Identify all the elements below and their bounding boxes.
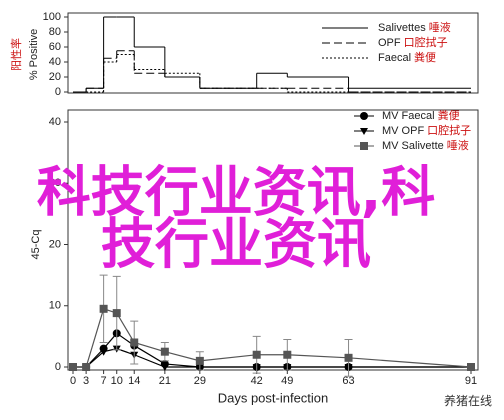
legend-label: MV Faecal bbox=[382, 110, 435, 122]
overlay-text: 科技行业资讯,科 bbox=[37, 161, 436, 224]
y-tick-label: 80 bbox=[49, 26, 61, 38]
legend-label: Salivettes bbox=[378, 22, 426, 34]
legend-label-cn: 口腔拭子 bbox=[427, 123, 471, 137]
y-tick-label: 20 bbox=[49, 238, 61, 250]
marker bbox=[360, 112, 368, 120]
legend-label: MV Salivette bbox=[382, 140, 444, 152]
y-tick-label: 0 bbox=[55, 361, 61, 373]
frame bbox=[67, 109, 479, 371]
legend-label-cn: 口腔拭子 bbox=[404, 35, 448, 49]
y-tick-label: 60 bbox=[49, 41, 61, 53]
x-tick-label: 0 bbox=[70, 375, 76, 387]
marker bbox=[344, 353, 353, 362]
legend-label-cn: 粪便 bbox=[438, 108, 460, 122]
y-axis-label-cn: 阳性率 bbox=[9, 38, 23, 71]
x-tick-label: 10 bbox=[111, 375, 123, 387]
legend-label: Faecal bbox=[378, 52, 411, 64]
marker bbox=[112, 309, 121, 318]
legend-label-cn: 唾液 bbox=[447, 138, 469, 152]
y-tick-label: 10 bbox=[49, 300, 61, 312]
x-tick-label: 91 bbox=[465, 375, 477, 387]
x-tick-label: 49 bbox=[281, 375, 293, 387]
y-tick-label: 30 bbox=[49, 177, 61, 189]
marker bbox=[360, 128, 368, 135]
legend-label: MV OPF bbox=[382, 125, 424, 137]
marker bbox=[283, 350, 292, 359]
y-tick-label: 20 bbox=[49, 71, 61, 83]
x-tick-label: 3 bbox=[83, 375, 89, 387]
x-axis-label: Days post-infection bbox=[218, 390, 329, 405]
x-tick-label: 63 bbox=[342, 375, 354, 387]
x-tick-label: 42 bbox=[251, 375, 263, 387]
y-tick-label: 40 bbox=[49, 56, 61, 68]
y-axis-label: 45-Cq bbox=[30, 230, 42, 260]
x-tick-label: 7 bbox=[101, 375, 107, 387]
marker bbox=[160, 347, 169, 356]
y-tick-label: 40 bbox=[49, 116, 61, 128]
marker bbox=[360, 142, 368, 150]
marker bbox=[99, 304, 108, 313]
x-tick-label: 21 bbox=[159, 375, 171, 387]
y-tick-label: 100 bbox=[43, 11, 61, 23]
marker bbox=[195, 356, 204, 365]
marker bbox=[82, 363, 91, 371]
legend-label-cn: 粪便 bbox=[414, 50, 436, 64]
x-tick-label: 14 bbox=[128, 375, 140, 387]
legend-label-cn: 唾液 bbox=[429, 20, 451, 34]
series-line bbox=[73, 308, 472, 368]
marker bbox=[160, 364, 169, 371]
x-tick-label: 29 bbox=[194, 375, 206, 387]
legend-label: OPF bbox=[378, 37, 401, 49]
marker bbox=[467, 363, 475, 371]
overlay-text: 技行业资讯 bbox=[101, 213, 371, 276]
marker bbox=[130, 338, 139, 347]
marker bbox=[252, 350, 261, 359]
y-axis-label: % Positive bbox=[28, 29, 40, 80]
marker bbox=[99, 348, 108, 356]
y-tick-label: 0 bbox=[55, 86, 61, 98]
marker bbox=[69, 363, 77, 371]
watermark: 养猪在线 bbox=[444, 393, 492, 408]
frame bbox=[67, 12, 479, 94]
